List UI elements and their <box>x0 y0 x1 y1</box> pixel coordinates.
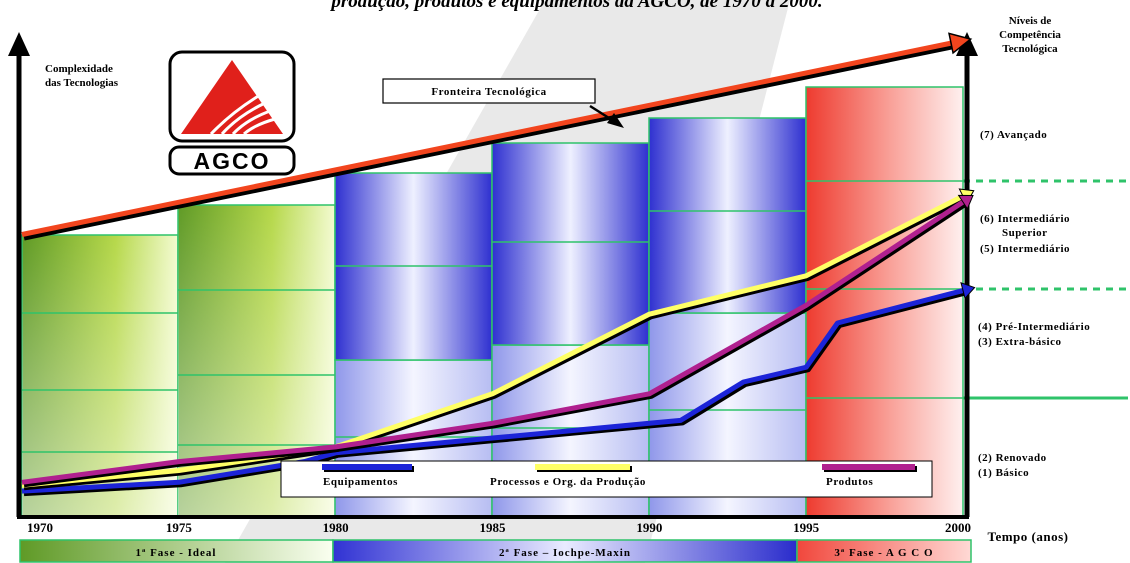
frontier-line-group <box>21 32 973 241</box>
level-4-label: (4) Pré-Intermediário <box>978 321 1090 333</box>
x-tick-label-1985: 1985 <box>480 520 507 535</box>
legend-label-processos: Processos e Org. da Produção <box>490 476 646 488</box>
level-6-label-cont: Superior <box>1002 227 1048 239</box>
level-6-label: (6) Intermediário <box>980 213 1070 225</box>
series-processos <box>21 188 975 491</box>
svg-text:AGCO: AGCO <box>194 148 271 174</box>
series-line-0 <box>21 288 964 494</box>
level-1-label: (1) Básico <box>978 467 1029 479</box>
phase-3-label: 3ª Fase - A G C O <box>834 547 933 559</box>
right-axis-label-line1: Níveis de <box>1009 15 1052 27</box>
x-axis-ticks: 1970 1975 1980 1985 1990 1995 2000 <box>27 520 971 535</box>
frontier-label-box: Fronteira Tecnológica <box>382 78 624 128</box>
level-2-label: (2) Renovado <box>978 452 1047 464</box>
series-arrowhead-2 <box>957 194 974 210</box>
left-axis-label-line2: das Tecnologias <box>45 77 119 89</box>
series-equipamentos <box>21 282 976 497</box>
legend: Equipamentos Processos e Org. da Produçã… <box>280 460 933 498</box>
x-tick-label-2000: 2000 <box>945 520 971 535</box>
right-axis-label-line2: Competência <box>999 29 1061 41</box>
left-axis-label-line1: Complexidade <box>45 63 113 75</box>
phase-1-label: 1ª Fase - Ideal <box>136 547 217 559</box>
legend-label-equipamentos: Equipamentos <box>323 476 398 488</box>
series-lines <box>21 188 976 497</box>
series-line-2 <box>21 199 965 485</box>
left-axis-arrowhead <box>8 32 30 56</box>
competence-levels: (7) Avançado (6) Intermediário Superior … <box>978 129 1090 479</box>
x-tick-label-1975: 1975 <box>166 520 193 535</box>
level-5-label: (5) Intermediário <box>980 243 1070 255</box>
series-produtos <box>21 194 974 488</box>
frontier-line <box>21 40 954 237</box>
x-axis-label: Tempo (anos) <box>987 529 1068 544</box>
legend-label-produtos: Produtos <box>826 476 874 488</box>
series-line-1 <box>21 193 965 488</box>
phase-2-label: 2ª Fase – Iochpe-Maxin <box>499 547 631 559</box>
x-tick-label-1980: 1980 <box>323 520 349 535</box>
right-axis-label-line3: Tecnológica <box>1002 43 1058 55</box>
agco-logo: AGCO <box>168 50 296 176</box>
x-tick-label-1970: 1970 <box>27 520 53 535</box>
level-3-label: (3) Extra-básico <box>978 336 1061 348</box>
right-axis-arrowhead <box>956 32 978 56</box>
frontier-arrowhead <box>948 32 973 55</box>
svg-text:Fronteira Tecnológica: Fronteira Tecnológica <box>431 86 546 98</box>
level-7-label: (7) Avançado <box>980 129 1047 141</box>
phase-3-bar <box>796 539 972 563</box>
phase-columns <box>21 86 964 518</box>
series-arrowhead-0 <box>960 282 976 300</box>
phase-bar: 1ª Fase - Ideal 2ª Fase – Iochpe-Maxin 3… <box>19 539 972 563</box>
x-tick-label-1990: 1990 <box>636 520 662 535</box>
x-tick-label-1995: 1995 <box>793 520 820 535</box>
figure-title: produção, produtos e equipamentos da AGC… <box>329 0 822 12</box>
level-separators <box>963 179 1128 400</box>
column-1985-1990 <box>491 142 650 346</box>
